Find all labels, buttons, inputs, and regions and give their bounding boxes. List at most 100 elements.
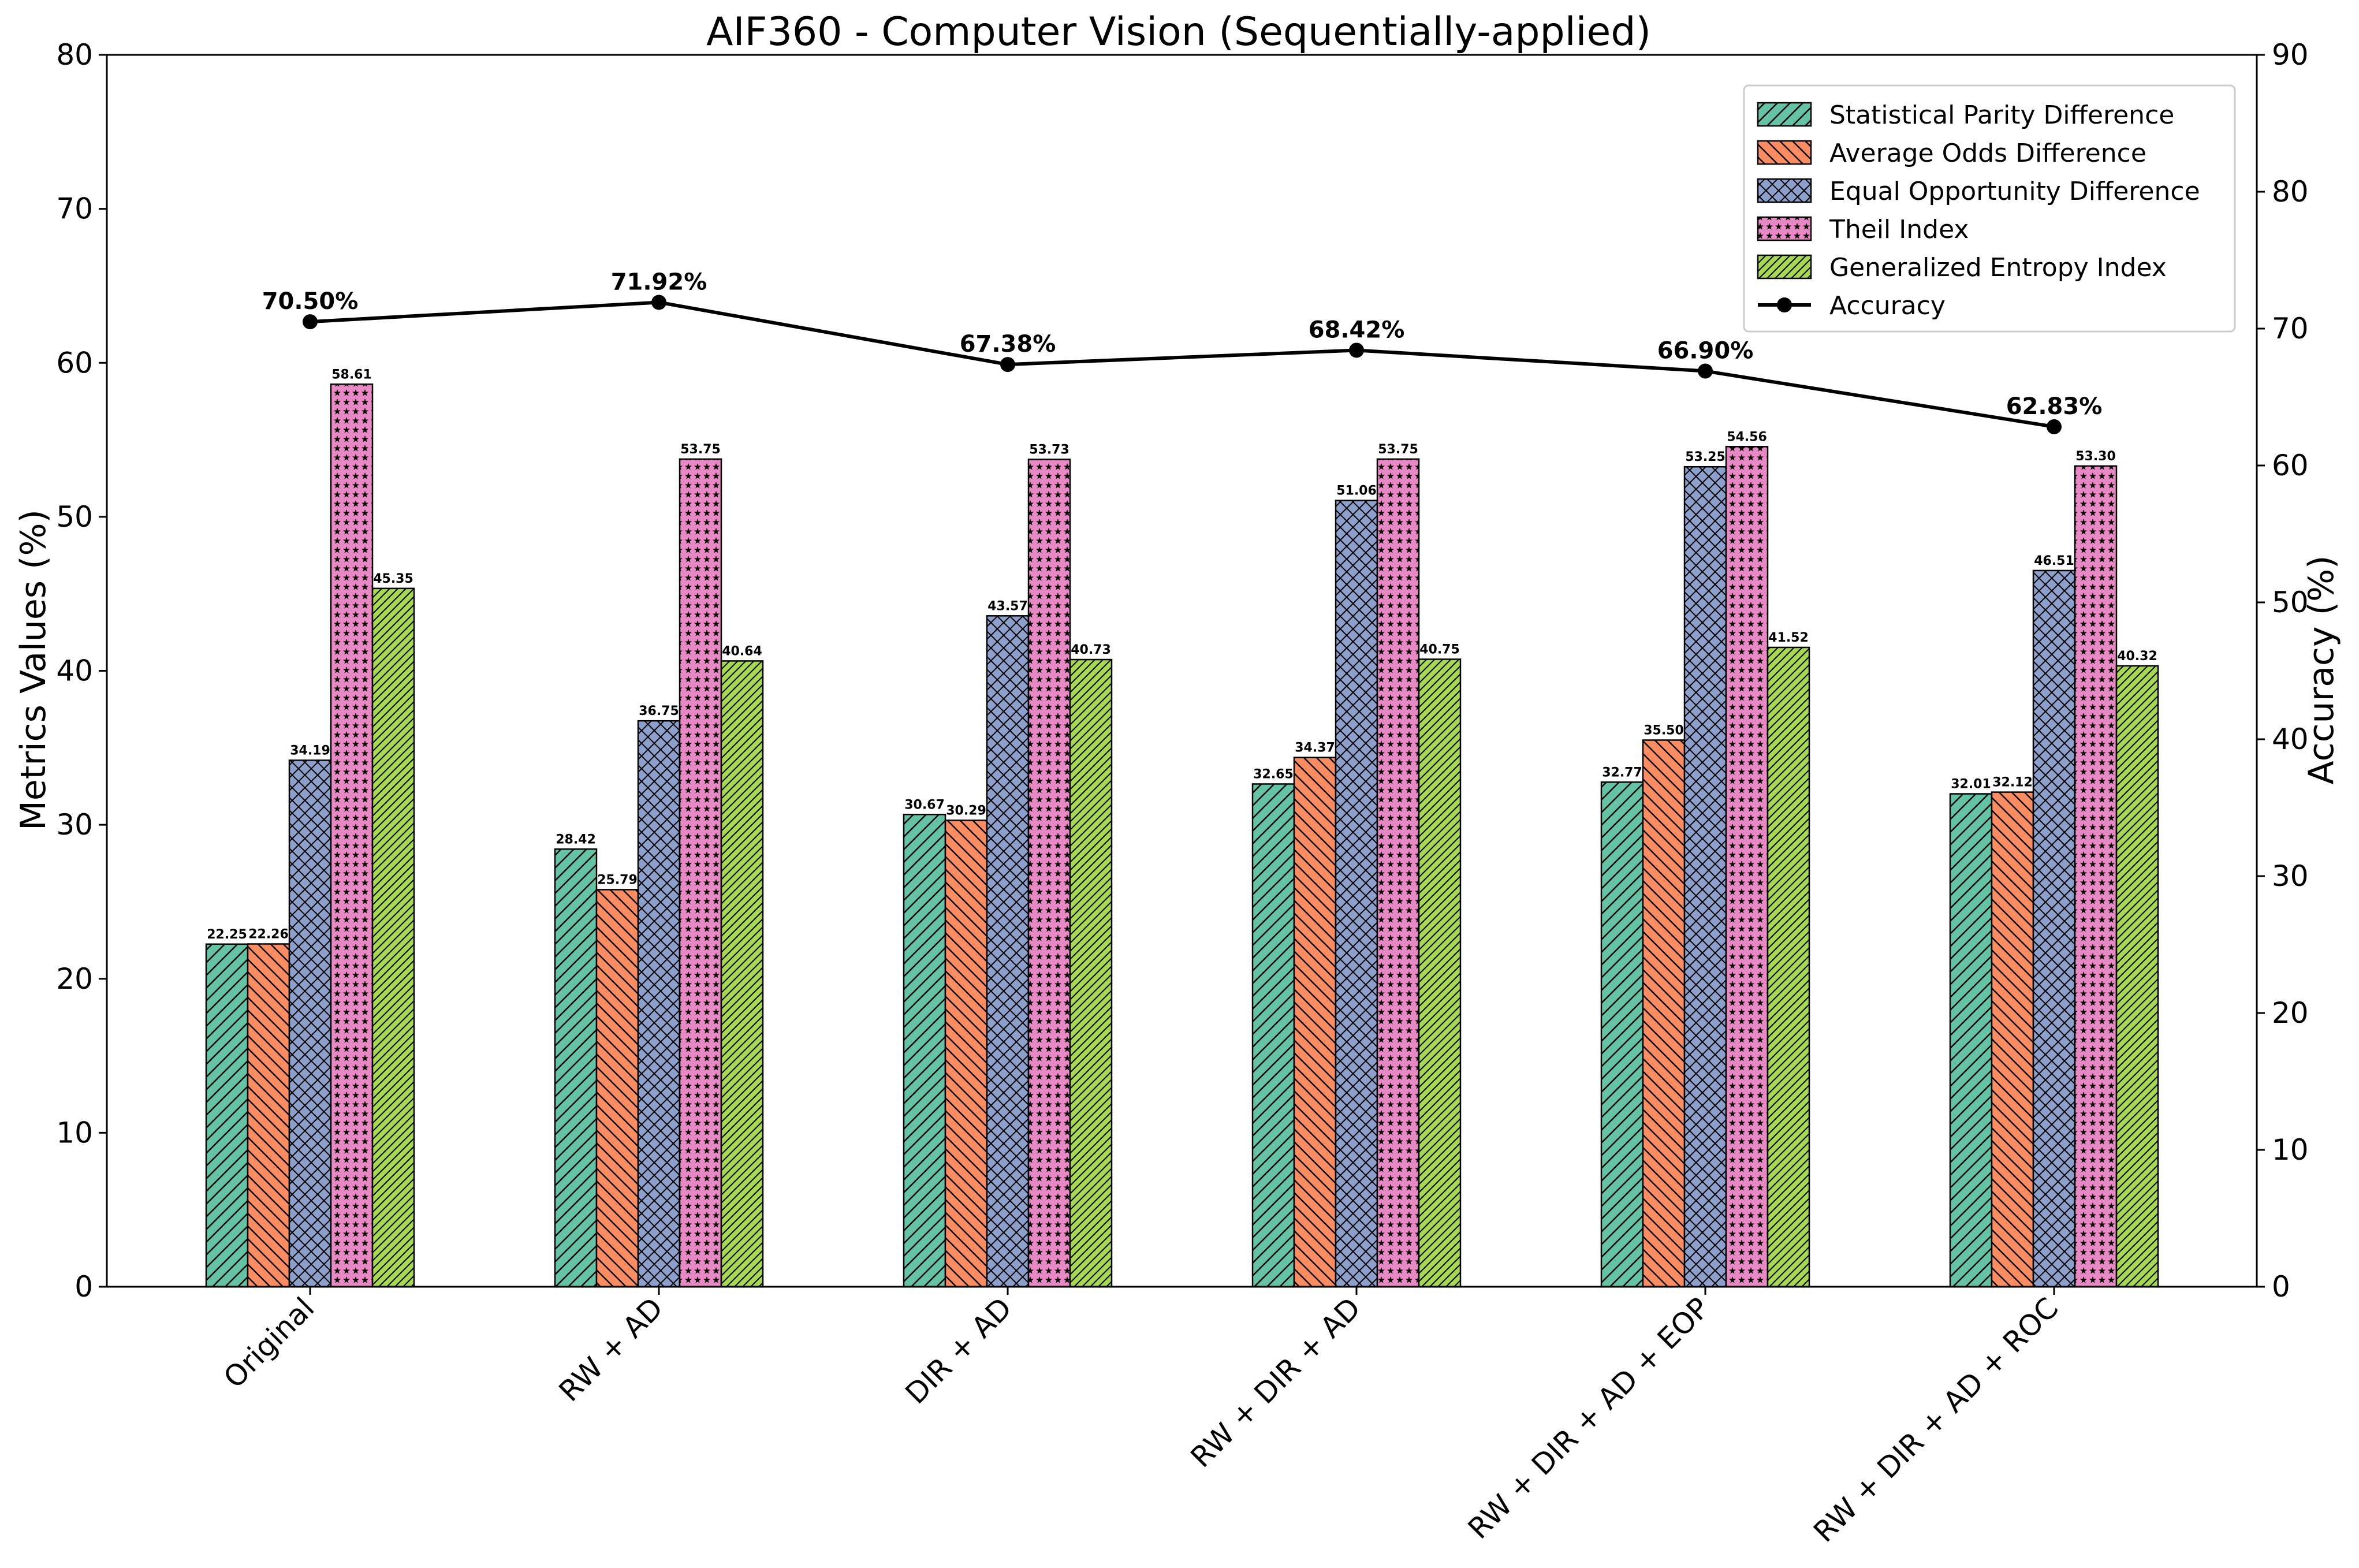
legend-label: Equal Opportunity Difference — [1829, 177, 2200, 206]
bar-hatch — [1418, 658, 1462, 1288]
bar-value-label: 51.06 — [1336, 484, 1377, 498]
bar-hatch — [944, 820, 988, 1288]
bar-value-label: 32.12 — [1992, 776, 2033, 790]
accuracy-point — [2047, 419, 2062, 434]
bar-hatch — [1683, 465, 1727, 1288]
legend-label: Average Odds Difference — [1829, 139, 2146, 168]
bar-hatch — [288, 759, 332, 1288]
bar-hatch — [595, 889, 639, 1288]
accuracy-point — [303, 314, 318, 330]
y2-tick-label: 30 — [2272, 859, 2309, 893]
bar-hatch — [720, 660, 764, 1288]
bar-hatch — [1293, 757, 1337, 1288]
bar-value-label: 32.65 — [1253, 767, 1294, 781]
x-tick-label: RW + DIR + AD + EOP — [1462, 1291, 1716, 1545]
bar-hatch — [986, 615, 1030, 1288]
bar-hatch — [1376, 458, 1420, 1288]
y-tick-label: 50 — [56, 500, 93, 534]
accuracy-value-label: 68.42% — [1309, 316, 1405, 343]
accuracy-series: 70.50% 71.92% 67.38% 68.42% 66.90% 62.83% — [262, 269, 2103, 434]
bar-value-label: 30.29 — [946, 803, 986, 818]
accuracy-point — [1349, 342, 1364, 358]
accuracy-value-label: 62.83% — [2006, 393, 2103, 420]
bar-value-label: 53.73 — [1029, 442, 1069, 457]
accuracy-point — [1698, 363, 1713, 379]
bar-value-label: 45.35 — [373, 572, 413, 586]
bar-value-label: 46.51 — [2034, 554, 2074, 568]
y-tick-label: 0 — [74, 1270, 93, 1303]
bar-hatch — [371, 587, 415, 1288]
y-tick-label: 30 — [56, 808, 93, 841]
bar-hatch — [2032, 569, 2076, 1288]
bar-value-label: 30.67 — [904, 798, 945, 812]
bar-hatch — [1642, 739, 1686, 1288]
legend-swatch-hatch — [1757, 216, 1812, 241]
bar-hatch — [1335, 500, 1378, 1288]
y-tick-label: 80 — [56, 38, 93, 72]
bar-value-label: 53.25 — [1685, 450, 1726, 464]
y2-tick-label: 20 — [2272, 996, 2309, 1030]
bar-value-label: 25.79 — [597, 873, 638, 887]
bar-hatch — [205, 943, 249, 1288]
accuracy-value-label: 67.38% — [960, 331, 1056, 357]
bar-hatch — [1600, 781, 1644, 1288]
legend-swatch-hatch — [1757, 254, 1812, 280]
y2-tick-label: 60 — [2272, 449, 2309, 482]
y-tick-label: 70 — [56, 192, 93, 226]
y-axis-label: Metrics Values (%) — [13, 509, 54, 830]
accuracy-point — [651, 295, 666, 310]
y2-tick-label: 90 — [2272, 38, 2309, 72]
legend-accuracy-marker — [1777, 297, 1792, 312]
legend: Statistical Parity Difference Average Odd… — [1743, 84, 2236, 333]
accuracy-value-label: 66.90% — [1657, 337, 1754, 364]
bar-value-label: 54.56 — [1727, 430, 1767, 444]
y2-tick-label: 40 — [2272, 722, 2309, 756]
y2-tick-label: 50 — [2272, 586, 2309, 619]
y2-tick-label: 80 — [2272, 175, 2309, 208]
legend-label: Statistical Parity Difference — [1829, 100, 2174, 130]
legend-swatch-hatch — [1757, 140, 1812, 165]
y2-tick-label: 70 — [2272, 312, 2309, 345]
bar-value-label: 58.61 — [331, 367, 372, 382]
y2-axis-label: Accuracy (%) — [2301, 556, 2342, 785]
bar-labels: 22.25 28.42 30.67 32.65 32.77 32.01 22.26 25.79… — [207, 367, 2157, 941]
x-tick-label: Original — [217, 1291, 321, 1394]
bar-value-label: 34.37 — [1295, 741, 1335, 755]
bar-hatch — [1725, 446, 1769, 1288]
bar-value-label: 41.52 — [1768, 631, 1809, 645]
legend-swatch-hatch — [1757, 102, 1812, 127]
legend-swatch-hatch — [1757, 178, 1812, 203]
bar-value-label: 28.42 — [556, 832, 596, 847]
y-tick-label: 40 — [56, 654, 93, 688]
bar-value-label: 40.32 — [2117, 649, 2157, 664]
y2-tick-label: 0 — [2272, 1270, 2290, 1303]
accuracy-value-label: 70.50% — [262, 288, 359, 315]
bar-hatch — [2115, 665, 2159, 1288]
bar-value-label: 53.75 — [1378, 442, 1418, 457]
x-tick-label: RW + DIR + AD + ROC — [1807, 1291, 2064, 1548]
bar-hatch — [247, 943, 290, 1288]
bar-hatch — [1069, 658, 1113, 1288]
bar-hatch — [1949, 793, 1993, 1288]
accuracy-line — [310, 300, 2055, 429]
bar-value-label: 43.57 — [987, 599, 1028, 613]
bar-hatch — [554, 848, 598, 1288]
legend-box — [1743, 84, 2236, 333]
bar-value-label: 40.64 — [722, 644, 762, 658]
bar-hatch — [330, 383, 374, 1288]
bar-hatch — [1027, 459, 1071, 1288]
bar-hatch — [1991, 791, 2034, 1288]
bar-value-label: 40.75 — [1419, 643, 1460, 657]
bar-hatch — [637, 720, 681, 1288]
bar-value-label: 35.50 — [1644, 723, 1684, 738]
bar-value-label: 40.73 — [1071, 643, 1111, 657]
y-tick-label: 20 — [56, 962, 93, 996]
x-tick-label: RW + DIR + AD — [1184, 1291, 1367, 1474]
x-tick-label: DIR + AD — [899, 1291, 1019, 1410]
y-tick-label: 60 — [56, 346, 93, 379]
bar-value-label: 22.26 — [248, 927, 289, 941]
x-tick-label: RW + AD — [553, 1291, 670, 1408]
bar-hatch — [1767, 646, 1810, 1288]
chart-title: AIF360 - Computer Vision (Sequentially-a… — [706, 9, 1651, 55]
legend-label: Generalized Entropy Index — [1829, 253, 2167, 282]
